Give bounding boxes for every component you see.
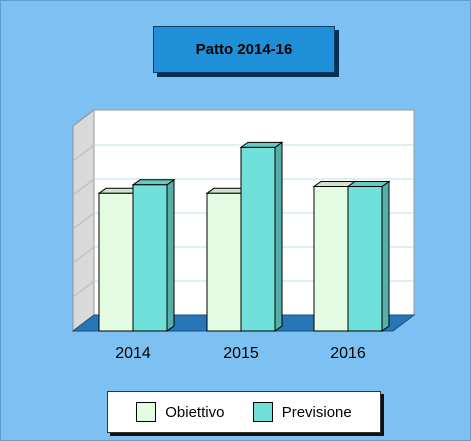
chart-title: Patto 2014-16: [153, 26, 335, 73]
grid-line-side: [72, 280, 95, 298]
x-tick-label-2014: 2014: [115, 345, 151, 362]
bar-front-previsione-2016: [347, 186, 383, 332]
grid-line-side: [72, 178, 95, 196]
grid-line-side: [72, 212, 95, 230]
legend-item-previsione: Previsione: [252, 402, 352, 422]
bar-front-obiettivo-2014: [98, 192, 134, 332]
legend: Obiettivo Previsione: [107, 391, 381, 433]
legend-item-obiettivo: Obiettivo: [136, 402, 224, 422]
bar-front-obiettivo-2016: [313, 186, 349, 332]
legend-label-previsione: Previsione: [281, 403, 352, 421]
x-tick-label-2016: 2016: [330, 345, 366, 362]
legend-swatch-previsione: [252, 402, 273, 422]
legend-swatch-obiettivo: [136, 402, 157, 422]
bar-top-previsione-2014: [131, 179, 176, 186]
bar-front-obiettivo-2015: [206, 192, 242, 332]
x-axis-ticks: 2014 2015 2016: [115, 345, 366, 362]
bar-side-previsione-2014: [166, 178, 175, 332]
bar-front-previsione-2015: [240, 146, 276, 332]
bar-top-previsione-2015: [239, 141, 284, 148]
bar-previsione-2014: [131, 178, 176, 332]
bar-side-previsione-2016: [381, 180, 390, 332]
bars: [97, 141, 391, 332]
legend-label-obiettivo: Obiettivo: [165, 403, 225, 421]
bar-side-previsione-2015: [274, 141, 283, 332]
bar-top-previsione-2016: [346, 181, 391, 187]
bar-previsione-2015: [239, 141, 284, 332]
bar-previsione-2016: [346, 180, 391, 332]
grid-line-side: [72, 144, 95, 162]
x-tick-label-2015: 2015: [223, 345, 259, 362]
bar-front-previsione-2014: [132, 184, 168, 332]
grid-line-side: [72, 246, 95, 264]
